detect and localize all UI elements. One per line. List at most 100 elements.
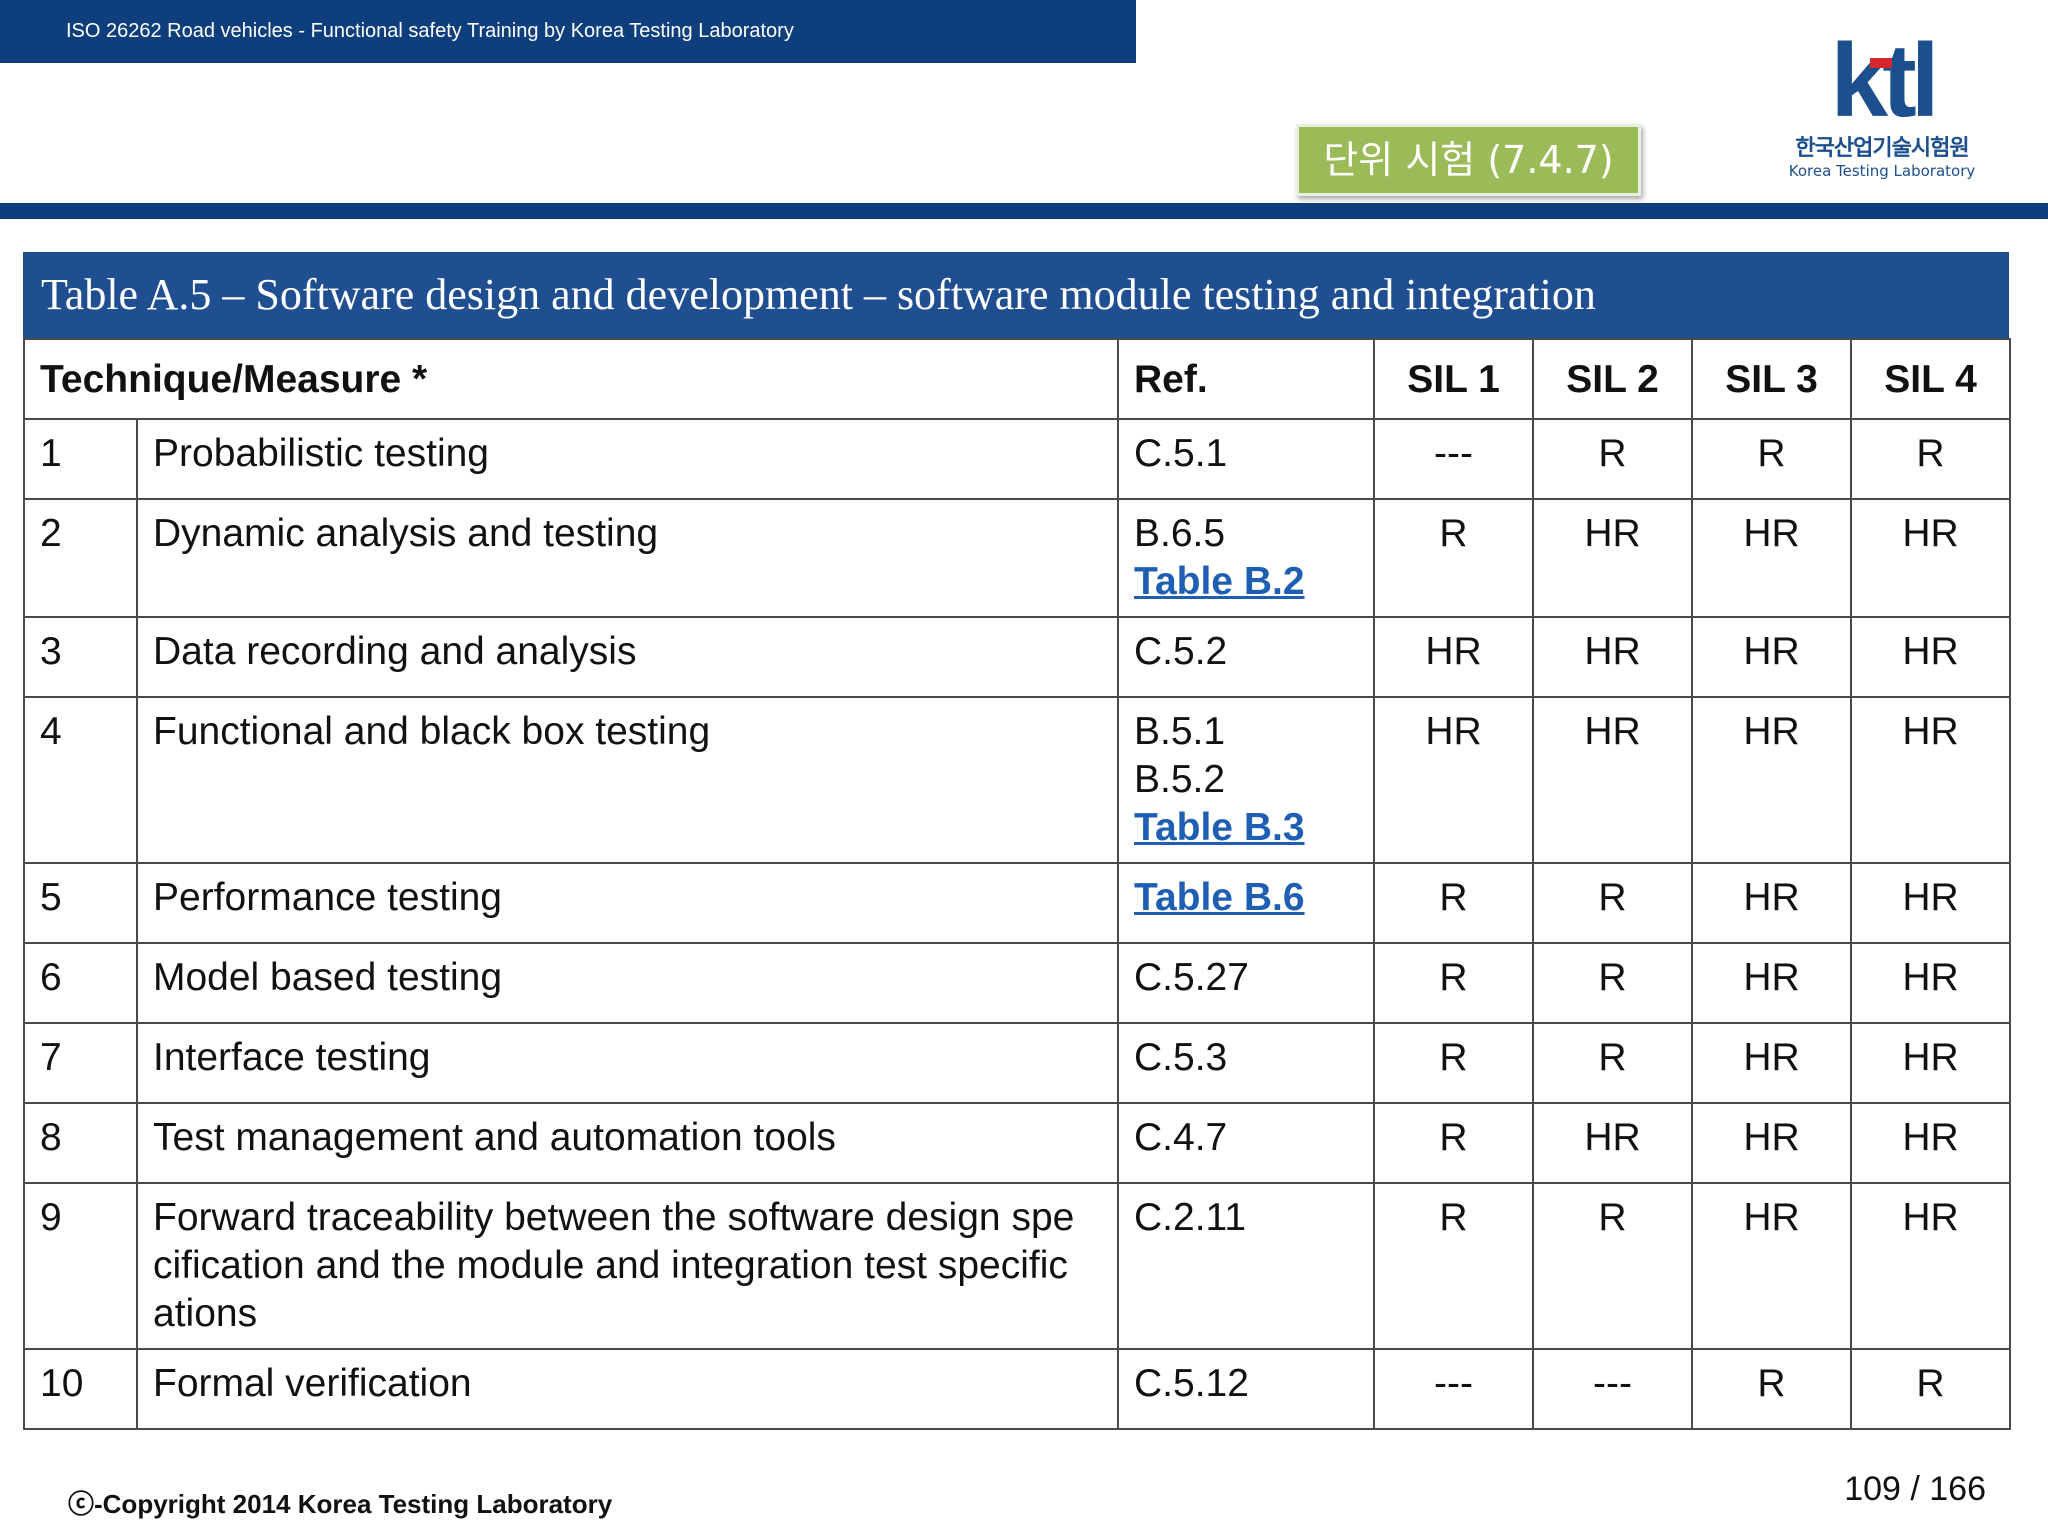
reference-cell: C.2.11 [1117,1182,1376,1350]
sil2-rating: R [1532,862,1694,944]
reference-cell: C.5.3 [1117,1022,1376,1104]
sil4-rating: R [1850,418,2012,500]
table-header-row: Technique/Measure * Ref. SIL 1 SIL 2 SIL… [22,338,2012,420]
sil3-rating: R [1691,418,1853,500]
page-number: 109 / 166 [1844,1470,1986,1508]
reference-value: C.2.11 [1134,1196,1247,1239]
reference-cell: C.4.7 [1117,1102,1376,1184]
sil1-rating: --- [1373,1348,1535,1430]
reference-cell: C.5.1 [1117,418,1376,500]
sil4-rating: HR [1850,1102,2012,1184]
row-number: 8 [23,1102,138,1184]
technique-name: Forward traceability between the softwar… [135,1182,1120,1350]
sil2-rating: R [1532,1182,1694,1350]
sil1-rating: R [1373,498,1535,618]
row-number: 1 [23,418,138,500]
technique-grid: Technique/Measure * Ref. SIL 1 SIL 2 SIL… [22,338,2012,1430]
reference-value: C.4.7 [1134,1116,1228,1159]
technique-name: Probabilistic testing [135,418,1120,500]
column-header-sil1: SIL 1 [1373,338,1535,420]
reference-table-link[interactable]: Table B.6 [1134,876,1305,919]
sil2-rating: HR [1532,696,1694,864]
sil2-rating: R [1532,418,1694,500]
table-row: 9 Forward traceability between the softwa… [23,1182,2012,1350]
sil1-rating: --- [1373,418,1535,500]
column-header-sil2: SIL 2 [1532,338,1694,420]
sil3-rating: HR [1691,1102,1853,1184]
sil3-rating: HR [1691,942,1853,1024]
sil3-rating: HR [1691,1182,1853,1350]
reference-cell: C.5.12 [1117,1348,1376,1430]
sil2-rating: HR [1532,498,1694,618]
sil1-rating: R [1373,862,1535,944]
sil4-rating: HR [1850,696,2012,864]
header-banner: ISO 26262 Road vehicles - Functional saf… [0,0,1136,63]
technique-name: Formal verification [135,1348,1120,1430]
row-number: 6 [23,942,138,1024]
table-row: 2 Dynamic analysis and testing B.6.5 Table … [23,498,2012,618]
sil1-rating: R [1373,1182,1535,1350]
reference-value: B.5.2 [1134,758,1226,801]
column-header-technique: Technique/Measure * [22,338,1120,420]
row-number: 2 [23,498,138,618]
table-row: 8 Test management and automation tools C.4… [23,1102,2012,1184]
technique-name: Test management and automation tools [135,1102,1120,1184]
copyright-notice: ⓒ-Copyright 2014 Korea Testing Laborator… [68,1489,613,1519]
logo-accent-mark [1870,58,1892,68]
sil3-rating: HR [1691,696,1853,864]
sil4-rating: HR [1850,498,2012,618]
reference-value: B.6.5 [1134,512,1226,555]
reference-value: C.5.12 [1134,1362,1249,1405]
sil1-rating: HR [1373,696,1535,864]
column-header-sil4: SIL 4 [1850,338,2012,420]
reference-cell: Table B.6 [1117,862,1376,944]
sil3-rating: HR [1691,498,1853,618]
sil4-rating: HR [1850,942,2012,1024]
table-caption: Table A.5 – Software design and developm… [23,252,2009,338]
reference-value: C.5.3 [1134,1036,1228,1079]
column-header-ref: Ref. [1117,338,1376,420]
reference-cell: C.5.27 [1117,942,1376,1024]
row-number: 5 [23,862,138,944]
ktl-logo: ktl [1830,28,1939,139]
table-row: 6 Model based testing C.5.27 R R HR HR [23,942,2012,1024]
logo-korean-name: 한국산업기술시험원 [1795,136,1969,161]
reference-table-link[interactable]: Table B.3 [1134,806,1305,849]
reference-cell: B.6.5 Table B.2 [1117,498,1376,618]
sil2-rating: --- [1532,1348,1694,1430]
reference-cell: B.5.1 B.5.2 Table B.3 [1117,696,1376,864]
sil4-rating: HR [1850,1022,2012,1104]
table-row: 4 Functional and black box testing B.5.1 B.… [23,696,2012,864]
sil3-rating: HR [1691,862,1853,944]
reference-value: C.5.27 [1134,956,1249,999]
technique-table: Table A.5 – Software design and developm… [22,252,2012,1430]
technique-name: Model based testing [135,942,1120,1024]
sil1-rating: R [1373,1022,1535,1104]
reference-value: C.5.2 [1134,630,1228,673]
row-number: 4 [23,696,138,864]
sil1-rating: R [1373,942,1535,1024]
sil4-rating: R [1850,1348,2012,1430]
sil2-rating: HR [1532,1102,1694,1184]
row-number: 3 [23,616,138,698]
header-divider [0,203,2048,219]
sil2-rating: R [1532,942,1694,1024]
sil1-rating: R [1373,1102,1535,1184]
table-row: 1 Probabilistic testing C.5.1 --- R R R [23,418,2012,500]
section-title-badge: 단위 시험 (7.4.7) [1296,124,1641,196]
sil3-rating: R [1691,1348,1853,1430]
reference-value: C.5.1 [1134,432,1228,475]
sil2-rating: R [1532,1022,1694,1104]
logo-english-name: Korea Testing Laboratory [1788,162,1976,180]
technique-line: ations [153,1292,258,1335]
reference-cell: C.5.2 [1117,616,1376,698]
row-number: 7 [23,1022,138,1104]
technique-name: Functional and black box testing [135,696,1120,864]
sil3-rating: HR [1691,1022,1853,1104]
reference-table-link[interactable]: Table B.2 [1134,560,1305,603]
sil2-rating: HR [1532,616,1694,698]
logo-text: ktl [1830,28,1933,139]
sil4-rating: HR [1850,616,2012,698]
sil1-rating: HR [1373,616,1535,698]
technique-name: Dynamic analysis and testing [135,498,1120,618]
